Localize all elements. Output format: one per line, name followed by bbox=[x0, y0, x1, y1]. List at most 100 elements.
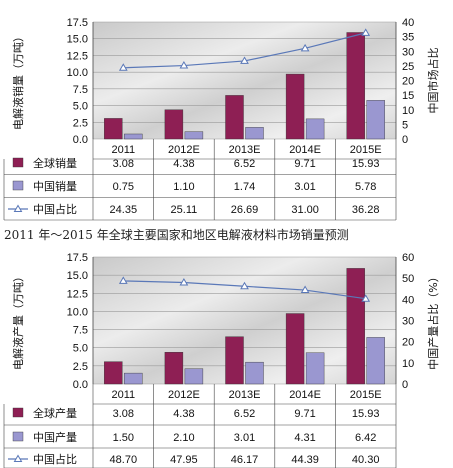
legend-key-china bbox=[12, 431, 24, 442]
bar-global bbox=[225, 95, 244, 140]
y-tick-label: 2.5 bbox=[73, 361, 88, 373]
chart-sales-forecast: 0.0 2.5 5.0 7.5 10.0 12.5 15.0 17.5 0 5 10 15 20 25 30… bbox=[3, 17, 440, 221]
bar-global bbox=[225, 336, 244, 385]
table-cell-value: 3.01 bbox=[234, 432, 255, 444]
table-cell-value: 48.70 bbox=[110, 454, 138, 466]
bar-china bbox=[124, 372, 143, 385]
table-cell-value: 2.10 bbox=[173, 432, 194, 444]
bar-global bbox=[346, 32, 365, 140]
table-cell-value: 6.42 bbox=[355, 432, 376, 444]
y-tick-label: 10.0 bbox=[67, 67, 88, 79]
bar-global bbox=[104, 361, 123, 385]
line-marker bbox=[118, 63, 128, 71]
table-cell-value: 9.71 bbox=[294, 158, 315, 170]
table-row-label: 全球销量 bbox=[33, 156, 77, 170]
bar-china bbox=[124, 133, 143, 140]
line-marker bbox=[300, 285, 310, 294]
figure-caption: 2011 年～2015 年全球主要国家和地区电解液材料市场销量预测 bbox=[4, 227, 349, 242]
bar-global bbox=[285, 313, 305, 385]
bar-china bbox=[184, 368, 204, 385]
table-cell-value: 47.95 bbox=[170, 454, 198, 466]
y-axis-title: 电解液销量（万吨） bbox=[11, 31, 25, 130]
table-cell-value: 3.01 bbox=[294, 181, 315, 193]
y-tick-label: 0.0 bbox=[73, 379, 88, 391]
line-marker bbox=[179, 278, 189, 286]
legend-key-global bbox=[12, 157, 24, 168]
legend-key-china bbox=[12, 180, 24, 191]
line-marker bbox=[118, 276, 128, 284]
bar-global bbox=[164, 352, 184, 385]
y2-tick-label: 15 bbox=[402, 90, 414, 102]
y2-tick-label: 0 bbox=[402, 134, 408, 146]
table-cell-value: 36.28 bbox=[352, 204, 380, 216]
bar-china bbox=[366, 337, 385, 385]
table-cell-value: 4.38 bbox=[173, 158, 194, 170]
y-tick-label: 5.0 bbox=[73, 101, 88, 113]
y-tick-label: 17.5 bbox=[67, 17, 88, 29]
table-cell-value: 44.39 bbox=[291, 454, 319, 466]
line-marker bbox=[179, 61, 189, 69]
table-cell-value: 25.11 bbox=[171, 204, 198, 216]
y-tick-label: 2.5 bbox=[73, 117, 88, 129]
bar-china bbox=[245, 127, 264, 140]
table-cell-value: 40.30 bbox=[352, 454, 380, 466]
table-cell-value: 15.93 bbox=[352, 408, 380, 420]
y-tick-label: 5.0 bbox=[73, 343, 88, 355]
table-cell-value: 5.78 bbox=[355, 181, 376, 193]
y2-tick-label: 30 bbox=[402, 316, 414, 328]
y-tick-label: 0.0 bbox=[73, 134, 88, 146]
bar-global bbox=[285, 73, 305, 140]
table-row-label: 中国占比 bbox=[33, 202, 77, 216]
table-cell-value: 26.69 bbox=[231, 204, 259, 216]
y-tick-label: 7.5 bbox=[73, 84, 88, 96]
plot-background bbox=[93, 22, 396, 139]
y-tick-label: 15.0 bbox=[67, 270, 88, 282]
chart-production-forecast: 0.0 2.5 5.0 7.5 10.0 12.5 15.0 17.5 0 10 20 30 40 50 6… bbox=[3, 252, 440, 468]
table-cell-value: 1.74 bbox=[234, 181, 255, 193]
y2-tick-label: 10 bbox=[402, 358, 414, 370]
x-tick-label: 2013E bbox=[229, 389, 261, 401]
x-tick-label: 2011 bbox=[111, 144, 135, 156]
y2-tick-label: 60 bbox=[402, 252, 414, 264]
line-marker bbox=[240, 56, 249, 64]
plot-background bbox=[93, 257, 396, 384]
x-tick-label: 2013E bbox=[229, 144, 261, 156]
table-cell-value: 9.71 bbox=[294, 408, 315, 420]
y-tick-label: 15.0 bbox=[67, 34, 88, 46]
bar-china bbox=[305, 352, 325, 385]
x-tick-label: 2014E bbox=[289, 144, 321, 156]
y-axis-title: 电解液产量（万吨） bbox=[11, 271, 25, 370]
line-marker bbox=[361, 294, 371, 302]
table-cell-value: 3.08 bbox=[113, 158, 134, 170]
y2-axis-title: 中国产量占比（%） bbox=[426, 271, 440, 369]
table-cell-value: 46.17 bbox=[231, 454, 259, 466]
y-tick-label: 10.0 bbox=[67, 306, 88, 318]
table-cell-value: 4.31 bbox=[294, 432, 315, 444]
table-cell-value: 4.38 bbox=[173, 408, 194, 420]
y2-tick-label: 35 bbox=[402, 32, 414, 44]
table-row-label: 全球产量 bbox=[33, 406, 77, 420]
table-cell-value: 6.52 bbox=[234, 408, 255, 420]
line-marker bbox=[240, 281, 249, 290]
line-marker bbox=[361, 28, 371, 36]
x-tick-label: 2011 bbox=[111, 389, 135, 401]
x-tick-label: 2015E bbox=[350, 389, 382, 401]
bar-china bbox=[184, 131, 204, 140]
y2-tick-label: 40 bbox=[402, 294, 414, 306]
legend-key-marker bbox=[13, 204, 23, 212]
x-tick-label: 2012E bbox=[168, 144, 200, 156]
bar-global bbox=[104, 118, 123, 140]
y2-tick-label: 5 bbox=[402, 119, 408, 131]
x-tick-label: 2012E bbox=[168, 389, 200, 401]
y-tick-label: 7.5 bbox=[73, 325, 88, 337]
y2-tick-label: 25 bbox=[402, 61, 414, 73]
table-cell-value: 1.50 bbox=[113, 432, 134, 444]
legend-key-marker bbox=[13, 454, 23, 462]
y-tick-label: 12.5 bbox=[67, 288, 88, 300]
table-cell-value: 15.93 bbox=[352, 158, 380, 170]
y2-tick-label: 0 bbox=[402, 379, 408, 391]
legend-key-global bbox=[12, 407, 24, 418]
bar-china bbox=[305, 118, 325, 140]
bar-china bbox=[366, 100, 385, 140]
y2-tick-label: 20 bbox=[402, 337, 414, 349]
